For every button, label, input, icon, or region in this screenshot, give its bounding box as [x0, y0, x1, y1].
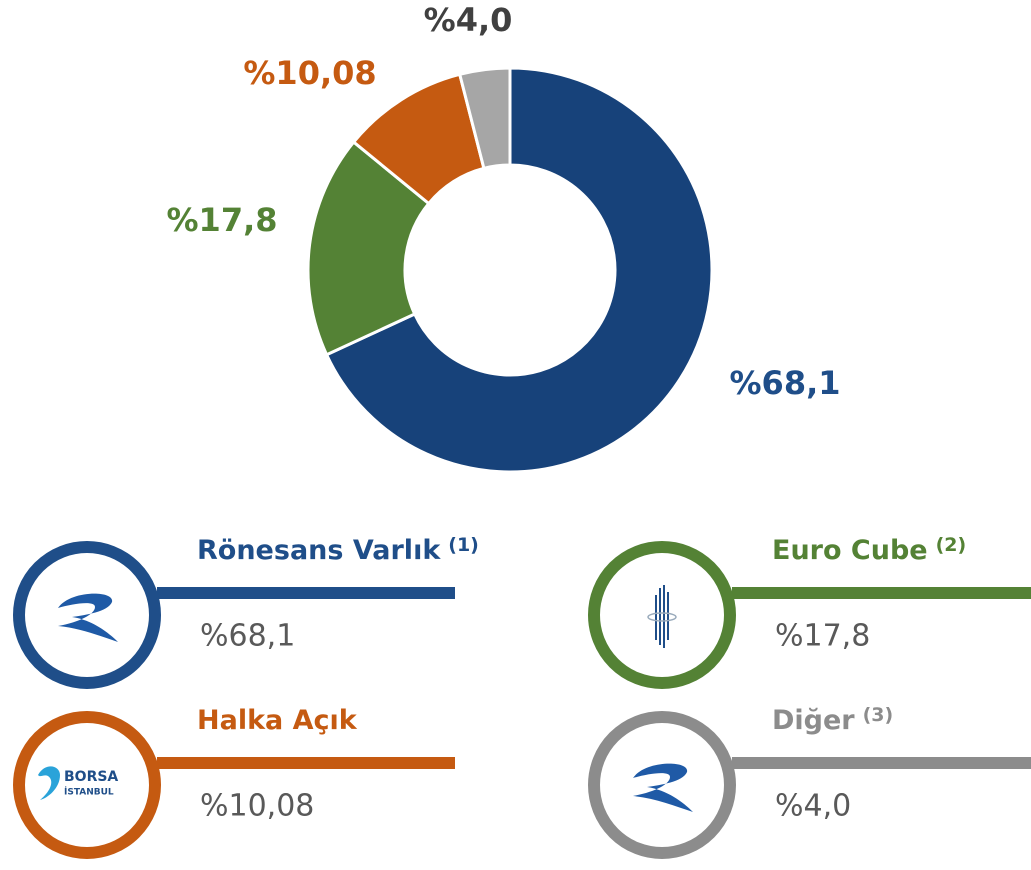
legend-title: Diğer (3) [772, 704, 893, 736]
legend-note: (1) [448, 534, 479, 556]
legend-name: Diğer [772, 705, 855, 736]
logo-text: BORSA [64, 769, 118, 785]
legend-value: %68,1 [200, 619, 295, 654]
slice-label: %4,0 [424, 1, 513, 39]
legend-title: Rönesans Varlık (1) [197, 534, 479, 566]
slice-label: %10,08 [243, 54, 376, 92]
legend-value: %10,08 [200, 789, 314, 824]
slice-label: %68,1 [729, 364, 840, 402]
legend-note: (3) [863, 704, 894, 726]
slice [324, 66, 714, 474]
legend-value: %17,8 [775, 619, 870, 654]
legend-note: (2) [936, 534, 967, 556]
legend-ring [13, 711, 161, 859]
legend-name: Halka Açık [197, 705, 358, 736]
logo-r [633, 763, 693, 812]
legend-name: Euro Cube [772, 535, 928, 566]
legend-name: Rönesans Varlık [197, 535, 441, 566]
legend-ring [588, 541, 736, 689]
legend-title: Halka Açık [197, 705, 358, 736]
legend-value: %4,0 [775, 789, 851, 824]
logos [38, 585, 693, 812]
logo-text: İSTANBUL [64, 787, 114, 798]
slice [306, 139, 431, 357]
slice [457, 66, 512, 171]
legend-title: Euro Cube (2) [772, 534, 966, 566]
slice-label: %17,8 [166, 201, 277, 239]
logo-borsa-icon [38, 766, 60, 800]
logo-cube [647, 585, 677, 648]
logo-r [58, 593, 118, 642]
